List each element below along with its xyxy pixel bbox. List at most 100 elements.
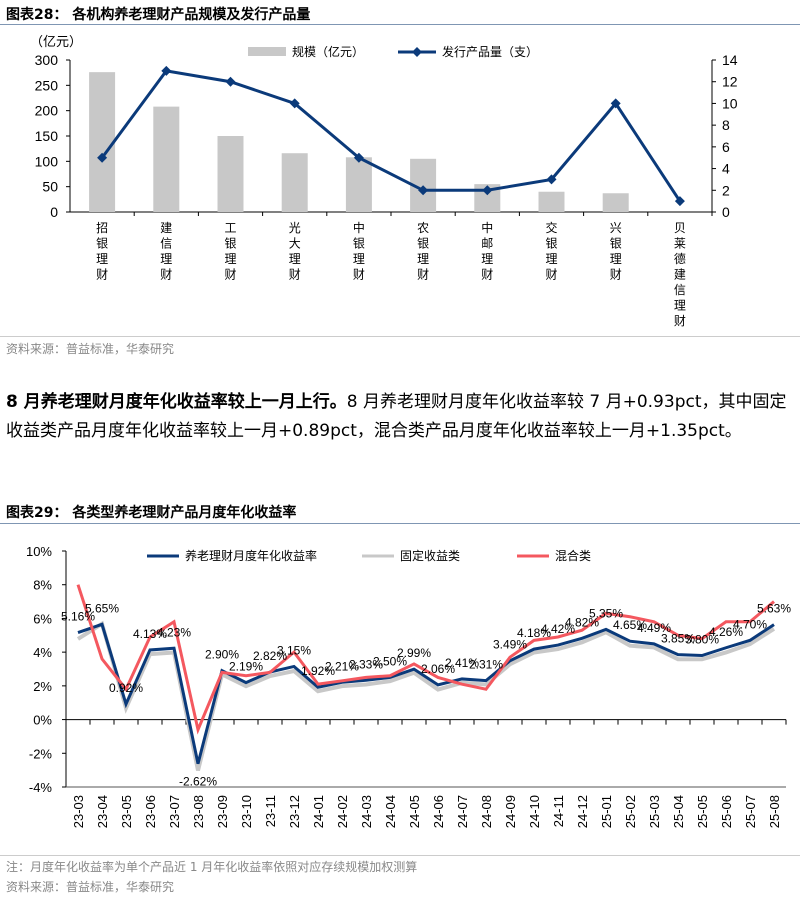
x-tick-label: 23-04 [95, 795, 110, 828]
category-label-char: 财 [160, 268, 172, 282]
category-label-char: 中 [481, 220, 493, 235]
data-label: 4.18% [517, 626, 551, 640]
data-label: 0.92% [109, 681, 143, 695]
category-label-char: 贝 [674, 221, 686, 235]
category-label-char: 德 [674, 251, 686, 266]
bar-交银理财 [538, 191, 565, 212]
data-label: 3.15% [277, 643, 311, 657]
data-label: 4.42% [541, 622, 575, 636]
x-tick-label: 25-03 [647, 795, 662, 828]
y-tick-label: 4% [33, 645, 52, 660]
x-tick-label: 24-11 [551, 795, 566, 827]
left-tick-label: 0 [50, 204, 58, 220]
category-label-char: 大 [289, 237, 301, 251]
data-label: 2.41% [445, 656, 479, 670]
left-tick-label: 200 [35, 103, 59, 119]
category-label-char: 银 [417, 237, 429, 251]
figure28-chart: （亿元）05010015020025030002468101214招银理财建信理… [30, 34, 738, 328]
y-tick-label: 10% [26, 544, 52, 559]
figure29-title-rule [0, 523, 800, 524]
category-label-char: 理 [481, 252, 493, 266]
bar-兴银理财 [602, 193, 629, 212]
issuance-marker [546, 174, 557, 185]
x-tick-label: 23-12 [287, 795, 302, 828]
figure29-title: 图表29： 各类型养老理财产品月度年化收益率 [6, 505, 297, 521]
category-label-char: 邮 [481, 237, 493, 251]
right-tick-label: 12 [722, 74, 738, 90]
data-label: 5.16% [61, 610, 95, 624]
issuance-marker [610, 98, 621, 109]
x-tick-label: 23-06 [143, 795, 158, 828]
data-label: 5.65% [85, 601, 119, 615]
category-label-char: 交 [545, 220, 557, 235]
left-tick-label: 50 [42, 179, 58, 195]
left-tick-label: 150 [35, 128, 59, 144]
category-label-char: 理 [289, 252, 301, 266]
data-label: 2.06% [421, 662, 455, 676]
legend-line-marker [412, 47, 422, 57]
category-label-char: 财 [96, 268, 108, 282]
figure29-bottom-rule [0, 855, 800, 856]
figure28-title: 图表28： 各机构养老理财产品规模及发行产品量 [6, 7, 311, 23]
category-label-char: 理 [224, 252, 236, 266]
pension-wm-line [77, 622, 775, 765]
y-tick-label: 6% [33, 611, 52, 626]
category-label-char: 理 [545, 252, 557, 266]
issuance-marker [97, 152, 108, 163]
category-label-char: 莱 [674, 237, 686, 251]
issuance-marker [353, 152, 364, 163]
issuance-marker [289, 98, 300, 109]
category-label-char: 农 [417, 221, 429, 235]
data-label: 2.33% [349, 657, 383, 671]
right-tick-label: 10 [722, 95, 738, 111]
category-label-char: 理 [417, 252, 429, 266]
y-tick-label: -4% [29, 780, 53, 795]
x-tick-label: 23-11 [263, 795, 278, 827]
category-label-char: 财 [289, 268, 301, 282]
y-tick-label: 2% [33, 679, 52, 694]
x-tick-label: 23-10 [239, 795, 254, 828]
category-label-char: 招 [96, 221, 108, 235]
category-label-char: 财 [481, 268, 493, 282]
data-label: -2.62% [179, 775, 217, 789]
data-label: 2.99% [397, 646, 431, 660]
category-label-char: 理 [353, 252, 365, 266]
x-tick-label: 24-10 [527, 795, 542, 828]
category-label-char: 财 [674, 314, 686, 328]
x-tick-label: 24-02 [335, 795, 350, 828]
right-tick-label: 6 [722, 139, 730, 155]
legend-bar-label: 规模（亿元） [292, 44, 364, 59]
figure29-chart: -4% -2% 0% 2% 4% 6% 8% 10% 23-03 23-04 23-05 23-06 2… [26, 544, 791, 828]
category-label-char: 建 [674, 268, 686, 282]
x-tick-label: 25-06 [719, 795, 734, 828]
bar-光大理财 [281, 153, 308, 212]
x-tick-label: 24-07 [455, 795, 470, 828]
figure28-title-rule [0, 24, 800, 25]
x-tick-label: 24-05 [407, 795, 422, 828]
issuance-marker [225, 76, 236, 87]
left-tick-label: 300 [35, 52, 59, 68]
summary-text: 8 月养老理财月度年化收益率较 7 月+0.93pct，其中固定收益类产品月度年… [6, 392, 787, 441]
x-tick-label: 23-05 [119, 795, 134, 828]
category-label-char: 兴 [610, 221, 622, 235]
figure28-bottom-rule [0, 336, 800, 337]
x-tick-label: 25-05 [695, 795, 710, 828]
category-label-char: 理 [610, 252, 622, 266]
right-tick-label: 0 [722, 204, 730, 220]
legend-bar-swatch [248, 47, 286, 56]
x-tick-label: 25-04 [671, 795, 686, 828]
data-label: 2.31% [469, 658, 503, 672]
right-tick-label: 2 [722, 182, 730, 198]
x-tick-label: 24-06 [431, 795, 446, 828]
legend-fixed-label: 固定收益类 [400, 548, 460, 563]
category-label-char: 银 [545, 237, 557, 251]
data-label: 4.65% [613, 618, 647, 632]
category-label-char: 中 [353, 220, 365, 235]
summary-paragraph: 8 月养老理财月度年化收益率较上一月上行。8 月养老理财月度年化收益率较 7 月… [6, 388, 796, 446]
category-label-char: 银 [353, 237, 365, 251]
x-tick-label: 23-09 [215, 795, 230, 828]
category-label-char: 理 [96, 252, 108, 266]
issuance-line [100, 69, 682, 202]
x-tick-label: 25-07 [743, 795, 758, 828]
